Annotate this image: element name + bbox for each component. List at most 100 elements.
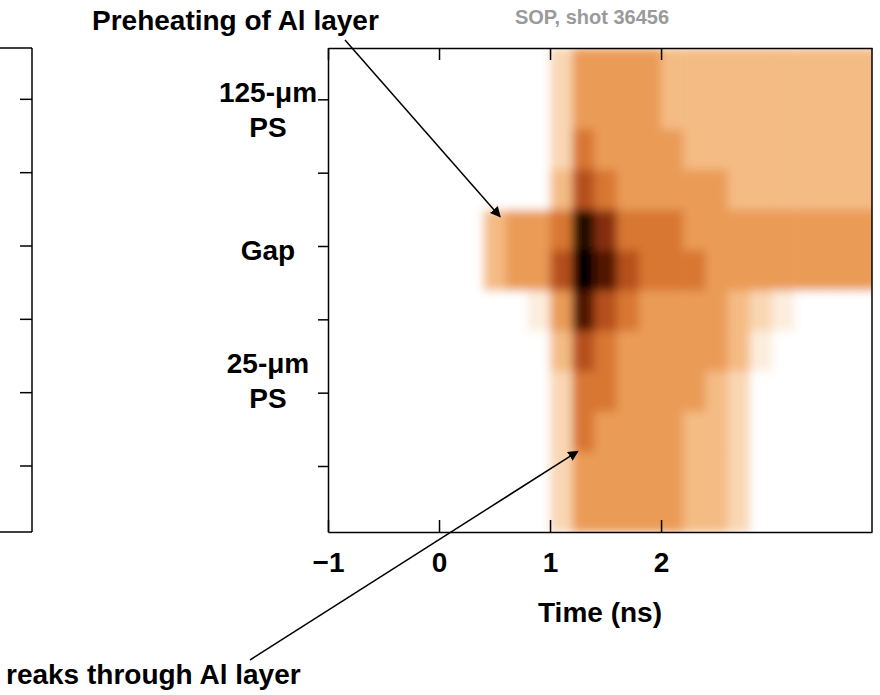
heat-cell: [372, 330, 395, 371]
region-label-line: 25-μm: [227, 348, 310, 379]
region-label-line: PS: [249, 112, 286, 143]
heat-cell: [594, 290, 617, 331]
heat-cell: [528, 330, 551, 371]
heat-cell: [750, 129, 773, 170]
heat-cell: [483, 451, 506, 492]
heat-cell: [372, 48, 395, 89]
heat-cell: [683, 88, 706, 129]
heat-cell: [572, 492, 595, 532]
tick-label: 0: [432, 547, 448, 578]
heat-cell: [705, 250, 728, 291]
heat-cell: [528, 48, 551, 89]
heat-cell: [639, 88, 662, 129]
tick-mark: [20, 392, 32, 394]
heat-cell: [816, 129, 839, 170]
heat-cell: [661, 290, 684, 331]
tick-mark: [439, 520, 441, 532]
heat-cell: [395, 169, 418, 210]
heat-cell: [372, 290, 395, 331]
heat-cell: [395, 451, 418, 492]
plot-background: [328, 48, 872, 532]
heat-cell: [528, 492, 551, 532]
heat-cell: [528, 88, 551, 129]
heat-cell: [816, 209, 839, 250]
heat-cell: [794, 169, 817, 210]
tick-mark: [20, 99, 32, 101]
heat-cell: [794, 129, 817, 170]
heat-cell: [794, 250, 817, 291]
heat-cell: [772, 209, 795, 250]
heat-cell: [705, 492, 728, 532]
heat-cell: [506, 451, 529, 492]
heat-cell: [617, 290, 640, 331]
tick-label: 2: [654, 547, 670, 578]
heat-cell: [772, 492, 795, 532]
heat-cell: [572, 209, 595, 250]
heat-cell: [639, 451, 662, 492]
tick: [550, 48, 551, 60]
heat-cell: [350, 371, 373, 412]
heat-cell: [617, 492, 640, 532]
heat-cell: [772, 330, 795, 371]
tick-mark: [318, 319, 328, 321]
heat-cell: [617, 209, 640, 250]
heat-cell: [350, 290, 373, 331]
subtitle: SOP, shot 36456: [515, 6, 669, 28]
heat-cell: [728, 411, 751, 452]
heat-cell: [395, 48, 418, 89]
heat-cell: [794, 209, 817, 250]
heat-cell: [705, 371, 728, 412]
heat-cell: [794, 48, 817, 89]
heat-cell: [639, 330, 662, 371]
heat-cell: [550, 129, 573, 170]
heat-cell: [839, 411, 862, 452]
heat-cell: [461, 451, 484, 492]
heat-cell: [395, 411, 418, 452]
heat-cell: [728, 48, 751, 89]
heat-cell: [572, 169, 595, 210]
tick: 1: [543, 520, 559, 578]
heat-cell: [661, 330, 684, 371]
heat-cell: [395, 492, 418, 532]
heat-cell: [328, 209, 351, 250]
heat-cell: [328, 129, 351, 170]
heat-cell: [439, 411, 462, 452]
heat-cell: [861, 371, 872, 412]
heat-cell: [705, 330, 728, 371]
heat-cell: [328, 371, 351, 412]
heat-cell: [483, 88, 506, 129]
heat-cell: [550, 290, 573, 331]
heat-cell: [639, 371, 662, 412]
heat-cell: [594, 492, 617, 532]
y-axis: [318, 49, 329, 533]
heat-cell: [594, 169, 617, 210]
heat-cell: [372, 411, 395, 452]
heat-cell: [528, 371, 551, 412]
heat-cell: [461, 411, 484, 452]
heat-cell: [483, 411, 506, 452]
heat-cell: [372, 371, 395, 412]
heat-cell: [461, 250, 484, 291]
heat-cell: [728, 330, 751, 371]
heat-cell: [417, 169, 440, 210]
heat-cell: [550, 411, 573, 452]
heat-cell: [683, 290, 706, 331]
heat-cell: [594, 88, 617, 129]
heat-cell: [772, 250, 795, 291]
heat-cell: [683, 451, 706, 492]
heat-cell: [572, 48, 595, 89]
tick-mark: [661, 520, 663, 532]
heat-cell: [372, 492, 395, 532]
heat-cell: [550, 169, 573, 210]
heat-cell: [839, 88, 862, 129]
heat-cell: [683, 371, 706, 412]
heat-cell: [639, 492, 662, 532]
heat-cell: [816, 451, 839, 492]
heat-cell: [439, 88, 462, 129]
heat-cell: [750, 330, 773, 371]
region-label-line: Gap: [241, 235, 295, 266]
heat-cell: [350, 330, 373, 371]
heat-cell: [839, 451, 862, 492]
heat-cell: [439, 290, 462, 331]
heat-cell: [728, 492, 751, 532]
